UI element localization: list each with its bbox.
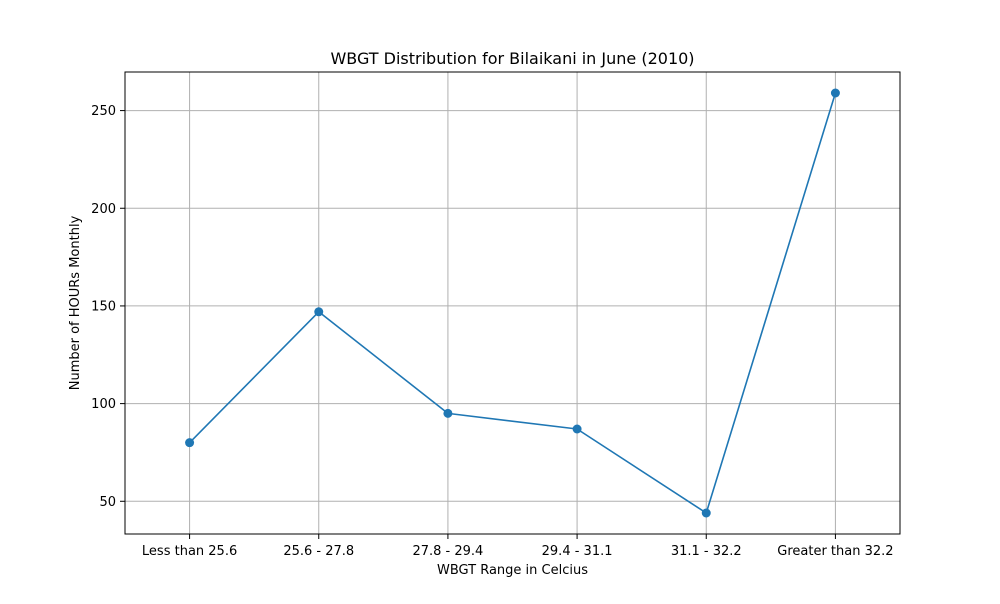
y-axis-label: Number of HOURs Monthly [68, 215, 83, 390]
data-point [701, 508, 711, 518]
series-line-layer [189, 92, 837, 514]
data-point [314, 307, 324, 317]
x-tick-label: 27.8 - 29.4 [412, 544, 483, 559]
y-tick-label: 50 [99, 495, 116, 510]
x-tick-label: 29.4 - 31.1 [542, 544, 613, 559]
data-point [443, 408, 453, 418]
data-point [572, 424, 582, 434]
y-tick-label: 200 [91, 202, 116, 217]
data-point [185, 438, 195, 448]
x-tick-label: Greater than 32.2 [777, 544, 893, 559]
data-point [830, 88, 840, 98]
y-axis-ticks: 50 100 150 200 250 [91, 104, 125, 510]
chart-title: WBGT Distribution for Bilaikani in June … [330, 49, 694, 68]
data-points [185, 88, 840, 518]
y-tick-label: 100 [91, 397, 116, 412]
grid [125, 72, 900, 534]
x-tick-label: Less than 25.6 [142, 544, 237, 559]
x-tick-label: 25.6 - 27.8 [283, 544, 354, 559]
series-line [189, 92, 837, 514]
x-axis-label: WBGT Range in Celcius [437, 563, 588, 578]
y-tick-label: 250 [91, 104, 116, 119]
x-axis-ticks: Less than 25.6 25.6 - 27.8 27.8 - 29.4 29.4… [142, 534, 894, 559]
plot-area-frame [124, 71, 901, 535]
y-tick-label: 150 [91, 299, 116, 314]
x-tick-label: 31.1 - 32.2 [671, 544, 742, 559]
